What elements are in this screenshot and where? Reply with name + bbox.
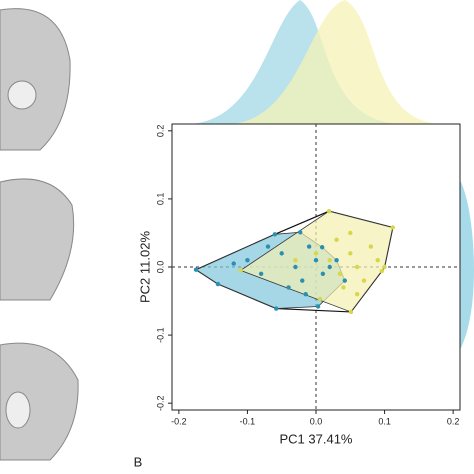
point — [348, 309, 354, 315]
top-density-yellow — [230, 0, 440, 124]
point — [238, 268, 243, 273]
skull-images — [0, 8, 79, 461]
point — [193, 267, 199, 272]
point — [342, 278, 347, 283]
point — [215, 281, 221, 287]
x-tick-label: 0.1 — [378, 416, 391, 426]
y-tick-label: -0.2 — [155, 395, 165, 411]
skull-side — [0, 178, 75, 301]
top-density-blue — [190, 0, 400, 124]
y-tick-label: -0.1 — [155, 327, 165, 343]
point — [306, 244, 312, 249]
point — [319, 245, 325, 250]
point — [375, 257, 380, 263]
point — [313, 251, 319, 256]
skull-orbit — [7, 80, 37, 110]
point — [348, 230, 353, 236]
x-tick-label: -0.1 — [240, 416, 256, 426]
skull-front — [0, 8, 71, 151]
x-axis-label: PC1 37.41% — [280, 431, 353, 446]
skull-foramen — [5, 391, 31, 429]
point — [327, 257, 332, 263]
point — [326, 208, 332, 214]
panel-label: B — [134, 454, 143, 469]
point — [390, 225, 395, 230]
point — [303, 292, 308, 297]
point — [334, 257, 339, 263]
point — [265, 244, 271, 249]
point — [320, 271, 326, 277]
point — [334, 237, 339, 242]
point — [354, 292, 360, 297]
point — [245, 257, 250, 263]
point — [327, 264, 332, 270]
y-tick-label: 0.1 — [155, 193, 165, 206]
plot-area: -0.2 -0.1 0.0 0.1 0.2 -0.2 -0.1 0.0 0.1 0.2 — [155, 124, 460, 426]
point — [317, 296, 323, 302]
y-tick-label: 0.0 — [155, 261, 165, 274]
x-tick-label: 0.2 — [447, 416, 460, 426]
point — [337, 271, 343, 277]
point — [300, 278, 305, 283]
point — [382, 264, 387, 270]
point — [354, 264, 360, 270]
point — [348, 251, 353, 256]
point — [298, 230, 303, 235]
point — [315, 304, 321, 309]
point — [293, 257, 298, 263]
point — [293, 264, 298, 270]
y-tick-label: 0.2 — [155, 125, 165, 138]
y-axis-label: PC2 11.02% — [137, 231, 152, 303]
point — [361, 278, 367, 283]
point — [258, 271, 264, 277]
x-tick-label: 0.0 — [310, 416, 323, 426]
point — [286, 285, 291, 290]
point — [279, 251, 284, 256]
skull-base — [0, 342, 79, 461]
point — [379, 268, 385, 274]
point — [274, 306, 279, 311]
point — [368, 244, 374, 249]
point — [272, 232, 278, 237]
x-tick-label: -0.2 — [171, 416, 187, 426]
point — [341, 285, 346, 290]
point — [231, 261, 236, 266]
right-density — [460, 180, 474, 350]
point — [313, 257, 319, 263]
